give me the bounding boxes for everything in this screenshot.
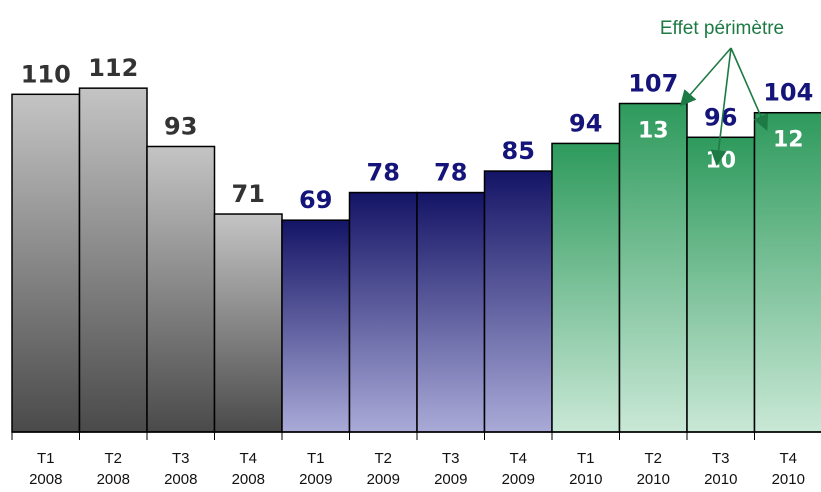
- segment-label: 12: [773, 128, 804, 153]
- value-label: 78: [367, 159, 400, 187]
- bar-t1-2009: [281, 219, 351, 433]
- value-label: 110: [21, 60, 71, 88]
- segment-label: 10: [705, 148, 736, 173]
- annotation-arrow: [730, 47, 769, 131]
- tick-label-quarter: T2: [374, 450, 392, 467]
- tick-label-year: 2010: [637, 471, 670, 488]
- bar-t4-2008: [213, 213, 283, 433]
- tick-label-year: 2009: [299, 471, 332, 488]
- tick-label-quarter: T3: [442, 450, 460, 467]
- tick-label-year: 2010: [704, 471, 737, 488]
- bar-t2-2008: [78, 87, 148, 433]
- tick-label-quarter: T1: [37, 450, 55, 467]
- tick-label-year: 2010: [569, 471, 602, 488]
- value-label: 69: [299, 186, 332, 214]
- tick-label-year: 2009: [367, 471, 400, 488]
- annotation-label: Effet périmètre: [660, 18, 784, 39]
- annotation-arrow: [710, 47, 732, 167]
- value-label: 71: [232, 180, 265, 208]
- tick-label-quarter: T4: [779, 450, 797, 467]
- value-label: 78: [434, 159, 467, 187]
- value-label: 85: [502, 137, 535, 165]
- value-label: 112: [88, 54, 138, 82]
- tick-label-quarter: T2: [644, 450, 662, 467]
- tick-label-quarter: T1: [307, 450, 325, 467]
- tick-label-quarter: T4: [239, 450, 257, 467]
- bar-t1-2008: [11, 93, 81, 433]
- bar-t3-2008: [146, 145, 216, 433]
- tick-label-year: 2009: [502, 471, 535, 488]
- annotation-group: Effet périmètre: [660, 18, 784, 167]
- tick-label-year: 2008: [164, 471, 197, 488]
- bar-t3-2010: [686, 136, 756, 433]
- tick-label-quarter: T1: [577, 450, 595, 467]
- bar-t2-2009: [348, 191, 418, 433]
- segment-label: 13: [638, 119, 669, 144]
- tick-label-year: 2009: [434, 471, 467, 488]
- tick-label-quarter: T4: [509, 450, 527, 467]
- bar-t2-2010: [618, 102, 688, 433]
- tick-label-year: 2008: [29, 471, 62, 488]
- tick-label-quarter: T2: [104, 450, 122, 467]
- bar-t4-2010: [753, 111, 821, 433]
- value-label: 104: [763, 79, 813, 107]
- bar-t1-2010: [551, 142, 621, 433]
- bar-t3-2009: [416, 191, 486, 433]
- value-label: 93: [164, 112, 197, 140]
- x-axis: T1 2008 T2 2008 T3 2008 T4 2008 T1 2009 T2 2009 T3 20…: [11, 431, 821, 488]
- bar-t4-2009: [483, 170, 553, 433]
- annotation-arrow: [679, 47, 732, 107]
- tick-label-quarter: T3: [172, 450, 190, 467]
- value-label: 94: [569, 109, 602, 137]
- tick-label-year: 2008: [97, 471, 130, 488]
- tick-label-quarter: T3: [712, 450, 730, 467]
- bars-group: [11, 87, 821, 433]
- tick-label-year: 2010: [772, 471, 805, 488]
- value-label: 107: [628, 70, 678, 98]
- tick-label-year: 2008: [232, 471, 265, 488]
